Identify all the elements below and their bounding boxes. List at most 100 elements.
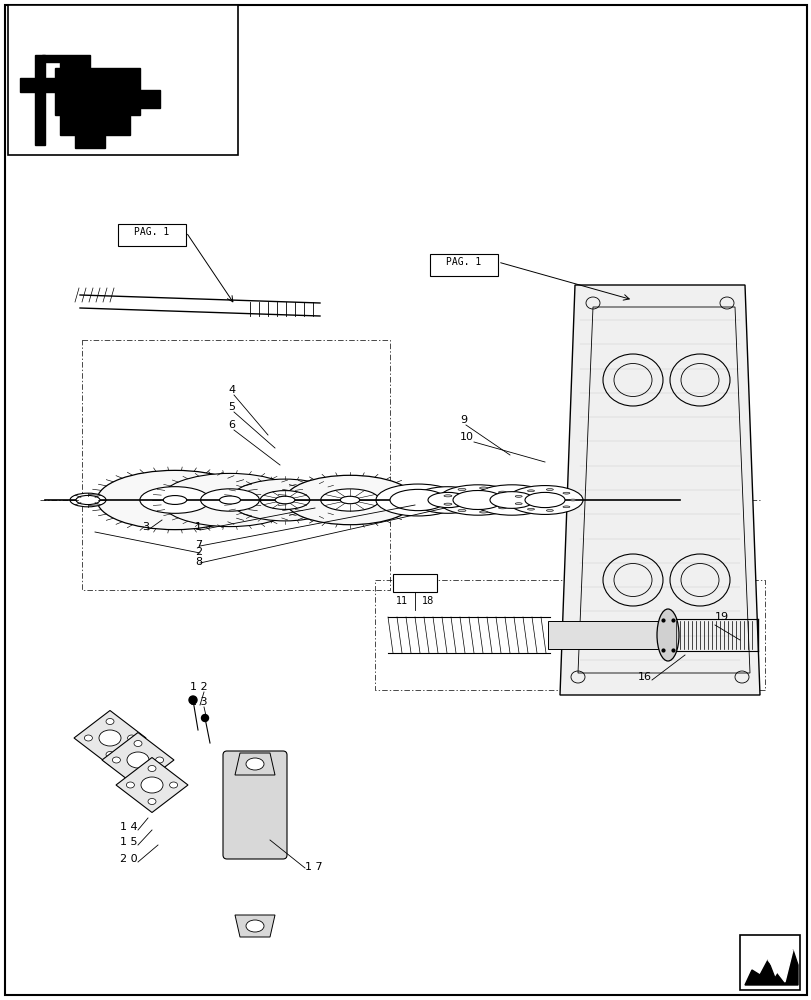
Text: 2: 2 [195,547,202,557]
Ellipse shape [246,920,264,932]
Circle shape [189,696,197,704]
Ellipse shape [437,485,517,515]
Ellipse shape [457,509,466,512]
Ellipse shape [219,496,240,504]
Ellipse shape [498,507,506,509]
Text: PAG. 1: PAG. 1 [134,227,169,237]
Ellipse shape [479,511,487,513]
Ellipse shape [84,735,92,741]
Ellipse shape [97,470,253,530]
Bar [739,935,799,990]
Ellipse shape [546,489,552,490]
Ellipse shape [163,496,187,504]
Text: 1 7: 1 7 [305,862,322,872]
Ellipse shape [562,492,569,494]
Ellipse shape [260,491,309,509]
Ellipse shape [413,487,483,513]
Text: 1 3: 1 3 [190,697,208,707]
Polygon shape [74,710,146,766]
Ellipse shape [127,735,135,741]
Ellipse shape [320,489,379,511]
Ellipse shape [112,757,120,763]
Ellipse shape [160,473,299,527]
Ellipse shape [141,777,163,793]
Ellipse shape [99,730,121,746]
Ellipse shape [527,490,534,492]
Text: 1 2: 1 2 [190,682,208,692]
Text: 11: 11 [396,596,408,606]
Polygon shape [100,90,160,108]
Text: 9: 9 [460,415,466,425]
Ellipse shape [527,508,534,510]
Ellipse shape [498,491,506,493]
Text: 6: 6 [228,420,234,430]
Ellipse shape [546,510,552,511]
Text: 10: 10 [460,432,474,442]
Polygon shape [60,115,130,135]
Text: 1 5: 1 5 [120,837,137,847]
Ellipse shape [246,758,264,770]
Polygon shape [560,285,759,695]
Ellipse shape [106,752,114,758]
Text: 1: 1 [195,522,202,532]
Ellipse shape [505,499,513,501]
Ellipse shape [340,496,359,504]
Ellipse shape [514,503,521,505]
Ellipse shape [134,774,142,780]
Ellipse shape [230,479,340,521]
Polygon shape [744,950,797,985]
Polygon shape [547,621,667,649]
Ellipse shape [134,740,142,746]
Polygon shape [116,758,188,812]
Ellipse shape [127,752,148,768]
Polygon shape [55,68,139,115]
Bar [393,574,436,592]
Polygon shape [767,950,792,982]
Ellipse shape [569,499,576,501]
Ellipse shape [489,492,534,508]
Ellipse shape [76,495,100,505]
Polygon shape [35,55,45,145]
Text: 18: 18 [422,596,434,606]
Ellipse shape [444,495,452,497]
Ellipse shape [156,757,163,763]
Ellipse shape [457,488,466,491]
Text: 2 0: 2 0 [120,854,137,864]
Ellipse shape [285,475,414,525]
Ellipse shape [106,718,114,724]
Ellipse shape [275,496,294,504]
Ellipse shape [427,492,467,508]
Ellipse shape [506,486,582,514]
Polygon shape [42,55,90,68]
Ellipse shape [148,766,156,772]
Ellipse shape [148,798,156,804]
Bar [430,254,497,276]
Ellipse shape [127,782,135,788]
Ellipse shape [444,503,452,505]
Polygon shape [20,78,80,92]
Bar [8,5,238,155]
Ellipse shape [453,490,502,510]
Polygon shape [75,135,105,148]
Text: PAG. 1: PAG. 1 [446,257,481,267]
Polygon shape [234,753,275,775]
Text: 5: 5 [228,402,234,412]
Ellipse shape [375,484,460,516]
Ellipse shape [389,489,445,511]
FancyBboxPatch shape [223,751,286,859]
Text: 8: 8 [195,557,202,567]
Ellipse shape [479,487,487,489]
Polygon shape [102,732,174,788]
Text: 7: 7 [195,540,202,550]
Circle shape [201,714,208,721]
Ellipse shape [471,485,551,515]
Ellipse shape [139,487,210,513]
Ellipse shape [200,489,259,511]
Text: 4: 4 [228,385,235,395]
Ellipse shape [70,493,106,507]
Bar [118,224,186,246]
Ellipse shape [525,492,564,508]
Ellipse shape [514,495,521,497]
Ellipse shape [169,782,178,788]
Text: 1 4: 1 4 [120,822,137,832]
